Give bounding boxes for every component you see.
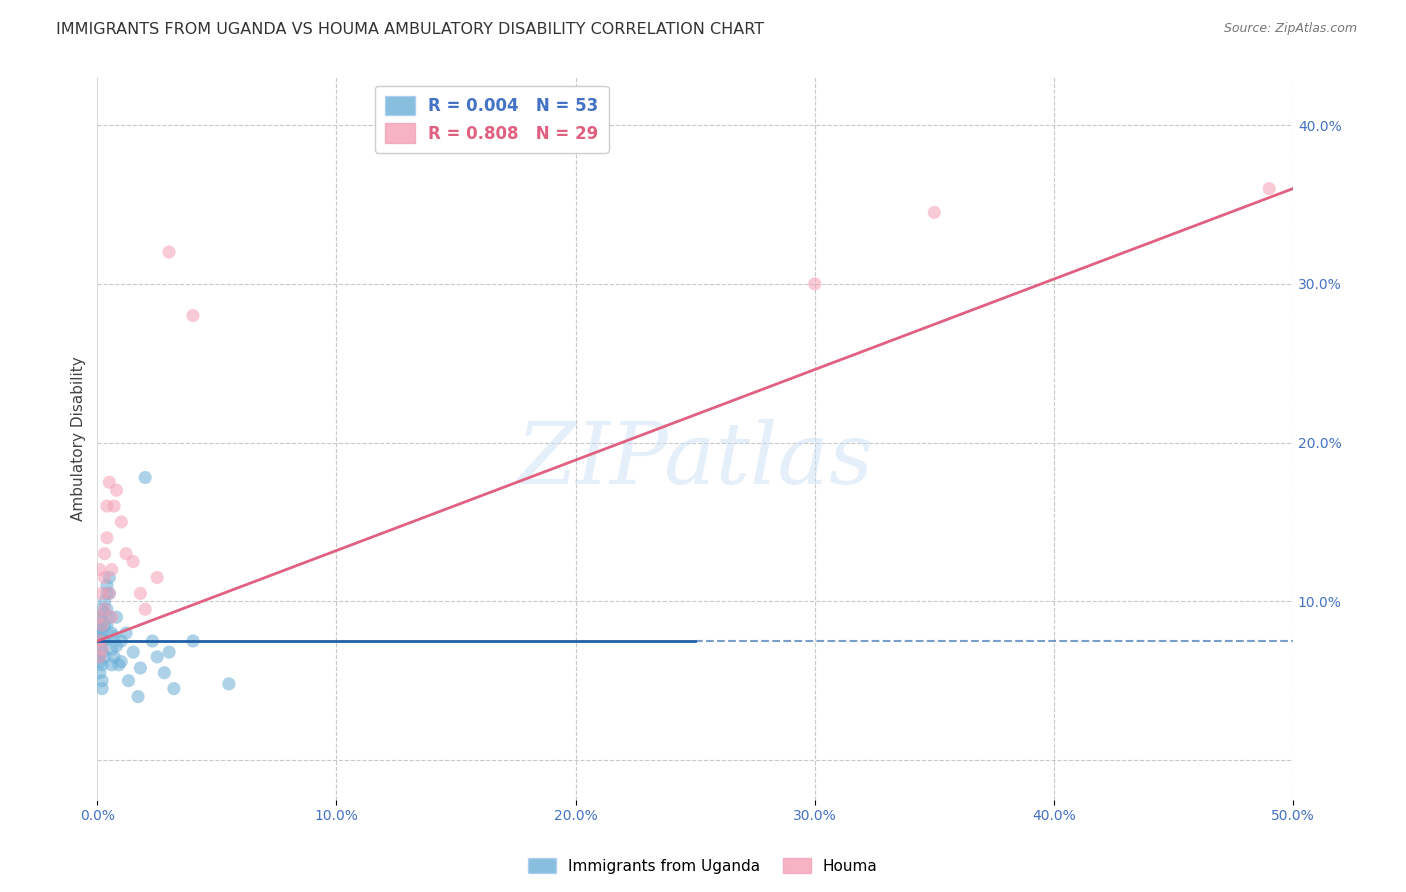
Point [89,563,111,577]
Point [134,470,156,484]
Point [91,634,114,648]
Point [91,657,114,672]
Point [122,555,145,569]
Text: ZIPatlas: ZIPatlas [516,419,873,501]
Point [105,610,128,624]
Point [98,586,121,600]
Text: Source: ZipAtlas.com: Source: ZipAtlas.com [1223,22,1357,36]
Point [90,610,112,624]
Point [181,309,204,323]
Point [87,634,110,648]
Point [93,618,115,632]
Point [91,642,114,657]
Point [89,642,111,657]
Point [98,475,121,490]
Point [96,578,118,592]
Point [93,634,115,648]
Point [105,483,128,498]
Point [89,649,111,664]
Point [91,618,114,632]
Point [100,610,122,624]
Point [105,639,128,653]
Point [103,629,125,643]
Point [91,613,114,627]
Legend: Immigrants from Uganda, Houma: Immigrants from Uganda, Houma [522,852,884,880]
Point [218,677,240,691]
Point [96,531,118,545]
Point [141,634,163,648]
Point [93,606,115,620]
Point [96,499,118,513]
Point [100,657,122,672]
Point [127,690,149,704]
Point [98,610,121,624]
Point [93,547,115,561]
Point [91,586,114,600]
Point [91,681,114,696]
Point [115,626,138,640]
Point [157,645,180,659]
Point [98,586,121,600]
Point [93,602,115,616]
Point [157,245,180,260]
Point [122,645,145,659]
Point [924,205,946,219]
Point [103,649,125,664]
Point [153,665,176,680]
Point [134,602,156,616]
Point [96,618,118,632]
Point [163,681,186,696]
Point [117,673,139,688]
Point [103,499,125,513]
Point [108,657,131,672]
Point [87,649,110,664]
Point [91,626,114,640]
Point [803,277,825,291]
Point [100,563,122,577]
Point [146,649,169,664]
Point [146,570,169,584]
Point [181,634,204,648]
Point [129,661,152,675]
Point [129,586,152,600]
Point [89,655,111,669]
Text: IMMIGRANTS FROM UGANDA VS HOUMA AMBULATORY DISABILITY CORRELATION CHART: IMMIGRANTS FROM UGANDA VS HOUMA AMBULATO… [56,22,765,37]
Point [93,570,115,584]
Point [89,634,111,648]
Point [87,610,110,624]
Point [89,621,111,635]
Point [93,594,115,608]
Point [91,602,114,616]
Point [100,626,122,640]
Point [87,639,110,653]
Point [93,649,115,664]
Point [115,547,138,561]
Point [98,570,121,584]
Point [90,618,112,632]
Point [89,629,111,643]
Point [110,634,132,648]
Point [91,673,114,688]
Point [89,665,111,680]
Legend: R = 0.004   N = 53, R = 0.808   N = 29: R = 0.004 N = 53, R = 0.808 N = 29 [375,86,609,153]
Point [96,586,118,600]
Point [110,515,132,529]
Point [1258,181,1281,195]
Point [96,602,118,616]
Point [100,642,122,657]
Point [91,645,114,659]
Point [110,655,132,669]
Y-axis label: Ambulatory Disability: Ambulatory Disability [72,356,86,521]
